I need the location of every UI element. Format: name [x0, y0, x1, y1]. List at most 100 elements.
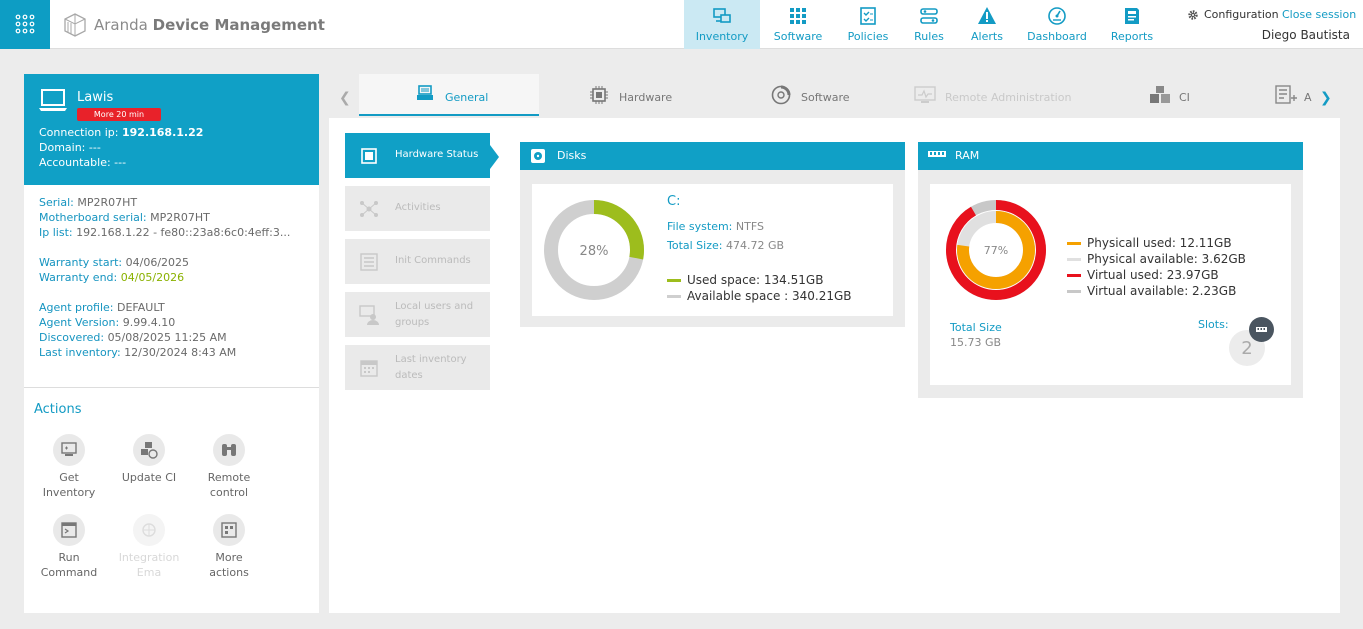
- alert-icon: [978, 7, 996, 24]
- tab-label: A: [1304, 91, 1312, 104]
- ram-header: RAM: [918, 142, 1303, 170]
- menu-last-inventory-dates[interactable]: Last inventory dates: [345, 345, 490, 390]
- remote-control-icon: [213, 434, 245, 466]
- menu-label: Last inventory dates: [395, 354, 467, 381]
- nav-inventory[interactable]: Inventory: [684, 0, 760, 49]
- virtual-used-arc: [946, 200, 1046, 300]
- disk-icon: [531, 149, 545, 163]
- tab-label: CI: [1179, 91, 1190, 104]
- dashboard-icon: [1048, 7, 1066, 25]
- menu-local-users-groups[interactable]: Local users and groups: [345, 292, 490, 337]
- tab-scroll-left-icon[interactable]: ❮: [339, 90, 351, 106]
- update-ci-icon: [133, 434, 165, 466]
- action-label: Update CI: [121, 471, 177, 484]
- get-inventory-icon: [53, 434, 85, 466]
- general-icon: [417, 85, 433, 100]
- legend-physical-used: Physicall used: 12.11GB: [1067, 236, 1232, 250]
- chip-icon: [361, 148, 377, 164]
- nav-dashboard[interactable]: Dashboard: [1022, 0, 1092, 49]
- remote-admin-icon: [914, 86, 936, 103]
- add-list-icon: [1275, 85, 1297, 104]
- disks-panel: Disks 28% C: File system: NTFS Total Siz…: [520, 142, 905, 327]
- disk-usage-donut: 28%: [544, 200, 644, 300]
- last-inventory: Last inventory: 12/30/2024 8:43 AM: [39, 346, 237, 359]
- ram-title: RAM: [955, 149, 980, 162]
- disk-total-size: Total Size: 474.72 GB: [667, 239, 785, 252]
- nav-label: Dashboard: [1027, 30, 1087, 43]
- tab-software[interactable]: Software: [771, 74, 881, 116]
- activities-icon: [360, 201, 378, 217]
- more-actions-icon: [213, 514, 245, 546]
- action-label: More actions: [209, 551, 249, 579]
- nav-policies[interactable]: Policies: [836, 0, 900, 49]
- more-actions-button[interactable]: More actions: [194, 514, 264, 580]
- get-inventory-button[interactable]: Get Inventory: [34, 434, 104, 500]
- menu-activities[interactable]: Activities: [345, 186, 490, 231]
- action-label: Remote control: [207, 471, 251, 499]
- nav-software[interactable]: Software: [760, 0, 836, 49]
- tab-more[interactable]: A: [1275, 74, 1315, 116]
- nav-reports[interactable]: Reports: [1100, 0, 1164, 49]
- update-ci-button[interactable]: Update CI: [114, 434, 184, 485]
- disks-body: 28% C: File system: NTFS Total Size: 474…: [532, 184, 893, 316]
- actions-title: Actions: [34, 402, 82, 417]
- software-disc-icon: [771, 85, 791, 105]
- menu-label: Local users and groups: [395, 301, 474, 328]
- legend-virtual-available: Virtual available: 2.23GB: [1067, 284, 1236, 298]
- active-pointer: [490, 145, 499, 169]
- hardware-chip-icon: [590, 86, 608, 104]
- tab-remote-administration: Remote Administration: [914, 74, 1074, 116]
- disk-used-arc: [544, 200, 644, 300]
- ram-icon: [928, 151, 946, 157]
- run-command-icon: [53, 514, 85, 546]
- tab-label: Software: [801, 91, 850, 104]
- legend-used-space: Used space: 134.51GB: [667, 273, 823, 287]
- ip-list: Ip list: 192.168.1.22 - fe80::23a8:6c0:4…: [39, 226, 291, 239]
- configuration-label: Configuration: [1204, 8, 1279, 21]
- connection-ip: Connection ip: 192.168.1.22: [39, 126, 204, 139]
- apps-grid-icon: [15, 14, 35, 34]
- menu-label: Hardware Status: [395, 149, 479, 160]
- file-system: File system: NTFS: [667, 220, 764, 233]
- close-session-link[interactable]: Close session: [1282, 8, 1357, 21]
- nav-alerts[interactable]: Alerts: [958, 0, 1016, 49]
- aranda-logo-icon: [64, 13, 86, 37]
- nav-rules[interactable]: Rules: [900, 0, 958, 49]
- ram-body: 77% Physicall used: 12.11GB Physical ava…: [930, 184, 1291, 385]
- init-commands-icon: [360, 253, 378, 271]
- tab-scroll-right-icon[interactable]: ❯: [1320, 90, 1332, 106]
- nav-label: Rules: [914, 30, 944, 43]
- disk-percent-label: 28%: [580, 244, 609, 259]
- user-name: Diego Bautista: [1261, 28, 1350, 42]
- tab-general[interactable]: General: [359, 74, 539, 116]
- tab-label: General: [445, 91, 489, 104]
- ram-panel: RAM 77% Physicall used: 12.11GB Physical…: [918, 142, 1303, 398]
- action-label: Run Command: [40, 551, 98, 579]
- agent-profile: Agent profile: DEFAULT: [39, 301, 165, 314]
- configuration-link[interactable]: Configuration: [1187, 8, 1279, 21]
- domain: Domain: ---: [39, 141, 101, 154]
- integration-ema-button: Integration Ema: [114, 514, 184, 580]
- laptop-icon: [39, 89, 67, 111]
- remote-control-button[interactable]: Remote control: [194, 434, 264, 500]
- physical-used-arc: [957, 211, 1035, 289]
- policies-icon: [860, 7, 876, 25]
- menu-hardware-status[interactable]: Hardware Status: [345, 133, 490, 178]
- tab-hardware[interactable]: Hardware: [589, 74, 699, 116]
- device-sidebar: Lawis More 20 min Connection ip: 192.168…: [24, 74, 319, 613]
- nav-label: Software: [773, 30, 823, 43]
- connection-badge: More 20 min: [77, 108, 161, 121]
- run-command-button[interactable]: Run Command: [34, 514, 104, 580]
- integration-icon: [133, 514, 165, 546]
- menu-init-commands[interactable]: Init Commands: [345, 239, 490, 284]
- brand-title: Aranda Device Management: [94, 16, 325, 34]
- motherboard-serial: Motherboard serial: MP2R07HT: [39, 211, 210, 224]
- reports-icon: [1125, 8, 1139, 24]
- main-content: ❮ General Hardware Software Remote Admin…: [329, 74, 1340, 613]
- tab-ci[interactable]: CI: [1149, 74, 1209, 116]
- apps-menu-button[interactable]: [0, 0, 50, 49]
- serial: Serial: MP2R07HT: [39, 196, 138, 209]
- ram-percent-label: 77%: [984, 244, 1008, 257]
- users-icon: [359, 305, 379, 325]
- nav-label: Policies: [847, 30, 889, 43]
